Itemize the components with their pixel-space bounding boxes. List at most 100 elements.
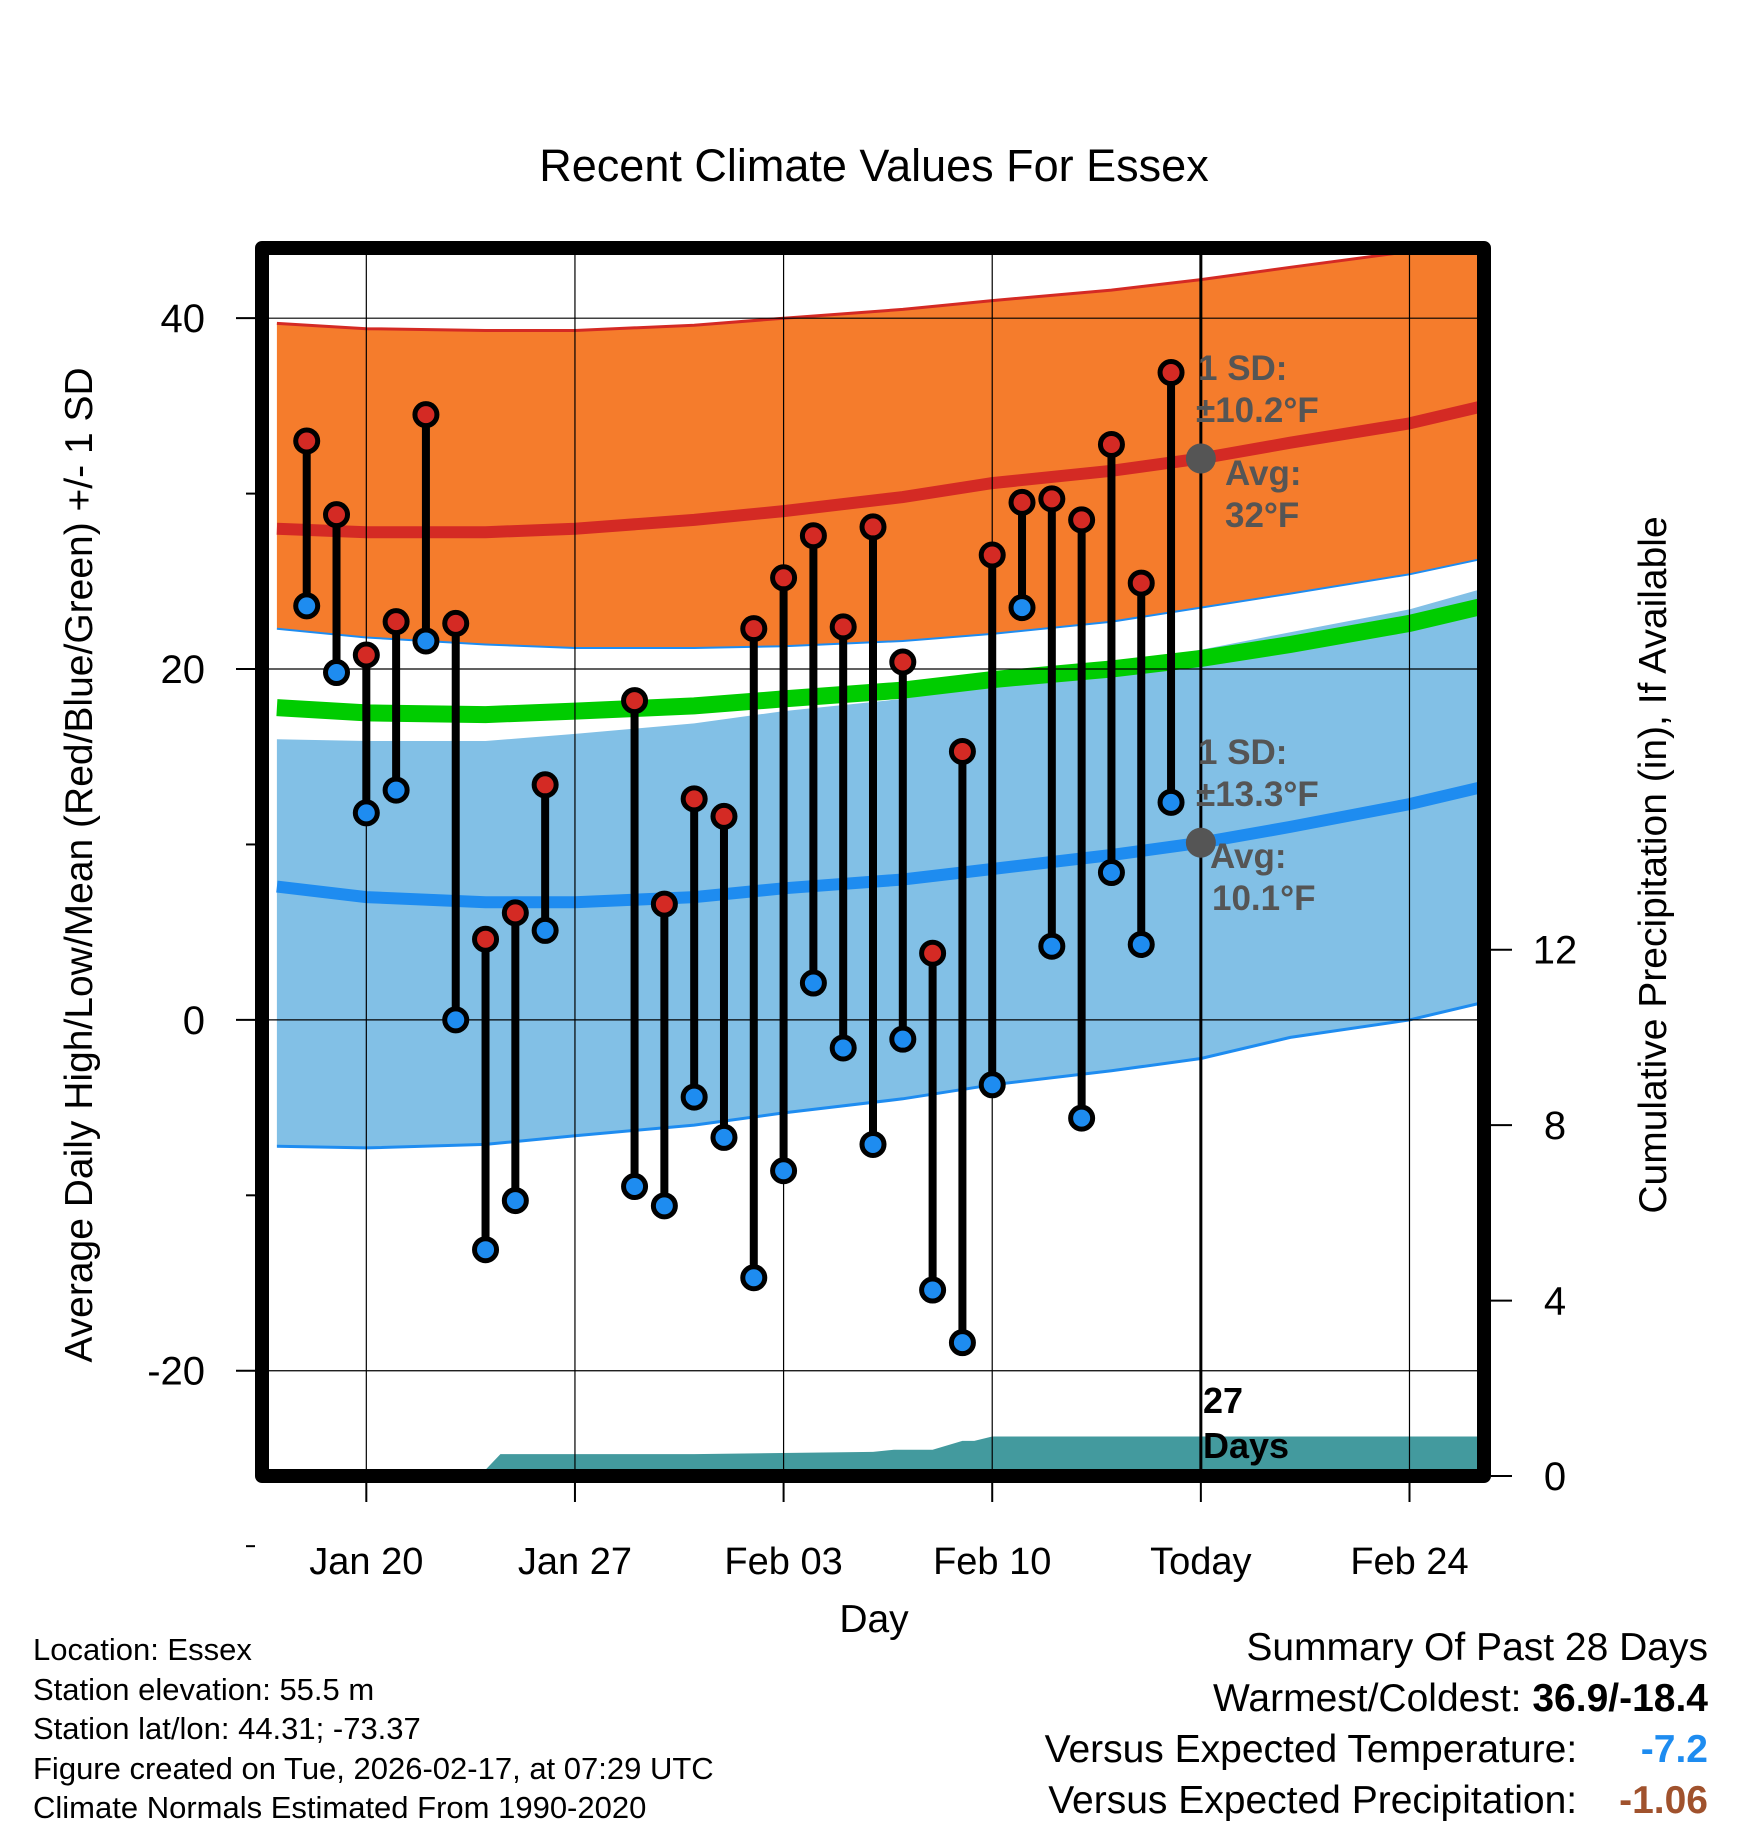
high-avg-marker: [1185, 443, 1216, 474]
observed-day: [293, 427, 321, 620]
observed-high-point: [1038, 485, 1066, 513]
observed-low-point: [710, 1123, 738, 1151]
temp-anomaly-value: -7.2: [1640, 1728, 1708, 1771]
low-sd-label: 1 SD:: [1198, 733, 1287, 772]
x-tick-label: Feb 03: [724, 1541, 842, 1583]
observed-low-point: [740, 1264, 768, 1292]
y2-tick-label: 8: [1544, 1104, 1566, 1148]
x-tick-label: Jan 27: [518, 1541, 632, 1583]
observed-values: [293, 359, 1185, 1357]
warm-cold-value: 36.9/-18.4: [1532, 1677, 1708, 1720]
observed-day: [472, 925, 500, 1264]
observed-day: [1038, 485, 1066, 960]
high-normal-line: [276, 401, 1478, 539]
observed-day: [948, 737, 976, 1357]
observed-day: [501, 899, 529, 1215]
observed-day: [740, 615, 768, 1292]
observed-high-point: [501, 899, 529, 927]
observed-high-point: [621, 687, 649, 715]
observed-day: [531, 771, 559, 944]
observed-day: [1157, 359, 1185, 816]
plot-frame: [255, 241, 1491, 1483]
observed-low-point: [919, 1276, 947, 1304]
precip-area: [485, 1436, 1478, 1470]
station-metadata: Location: Essex Station elevation: 55.5 …: [33, 1630, 714, 1828]
axes: -20 0 20 40 0 4 8 12 Jan 20 Jan 27 Feb 03 Feb 10 Tod…: [147, 297, 1577, 1583]
x-tick-label: Today: [1150, 1541, 1251, 1583]
observed-low-point: [859, 1130, 887, 1158]
y2-axis-title: Cumulative Precipitation (in), If Availa…: [1632, 516, 1675, 1213]
observed-high-point: [740, 615, 768, 643]
observed-low-point: [829, 1034, 857, 1062]
x-tick-label: Feb 10: [933, 1541, 1051, 1583]
temp-anomaly-label: Versus Expected Temperature:: [1044, 1728, 1578, 1771]
observed-day: [829, 613, 857, 1062]
observed-high-point: [1097, 430, 1125, 458]
normals-text: Climate Normals Estimated From 1990-2020: [33, 1790, 647, 1825]
summary-warm-cold: Warmest/Coldest: 36.9/-18.4: [1045, 1673, 1708, 1724]
observed-low-point: [501, 1187, 529, 1215]
y2-tick-label: 0: [1544, 1455, 1566, 1499]
observed-high-point: [710, 802, 738, 830]
precip-anomaly-value: -1.06: [1619, 1779, 1708, 1822]
observed-low-point: [472, 1236, 500, 1264]
high-sd-value: ±10.2°F: [1196, 391, 1319, 430]
observed-low-point: [1097, 859, 1125, 887]
x-tick-label: Feb 24: [1350, 1541, 1468, 1583]
observed-day: [859, 513, 887, 1158]
observed-low-point: [770, 1157, 798, 1185]
observed-high-point: [1008, 488, 1036, 516]
summary-temp: Versus Expected Temperature: -7.2: [1045, 1724, 1708, 1775]
observed-high-point: [382, 608, 410, 636]
observed-low-point: [1008, 594, 1036, 622]
low-sd-band: [276, 589, 1478, 1148]
days-count: 27: [1203, 1380, 1243, 1421]
y-tick-label: 40: [161, 297, 206, 341]
observed-day: [1127, 569, 1155, 958]
observed-low-point: [352, 799, 380, 827]
y-axis-title: Average Daily High/Low/Mean (Red/Blue/Gr…: [58, 367, 101, 1362]
warm-cold-label: Warmest/Coldest:: [1213, 1677, 1522, 1720]
annotations: 1 SD: ±10.2°F Avg: 32°F 1 SD: ±13.3°F Av…: [1185, 349, 1319, 1466]
observed-day: [770, 564, 798, 1185]
elevation-text: Station elevation: 55.5 m: [33, 1671, 375, 1707]
observed-high-point: [859, 513, 887, 541]
observed-high-point: [1068, 506, 1096, 534]
observed-day: [382, 608, 410, 804]
observed-high-point: [442, 609, 470, 637]
precip-anomaly-label: Versus Expected Precipitation:: [1048, 1779, 1578, 1822]
latlon-text: Station lat/lon: 44.31; -73.37: [33, 1711, 421, 1746]
observed-day: [412, 401, 440, 655]
observed-high-point: [978, 541, 1006, 569]
x-axis-title: Day: [839, 1598, 909, 1641]
summary-precip: Versus Expected Precipitation: -1.06: [1045, 1775, 1708, 1826]
observed-day: [799, 522, 827, 997]
observed-low-point: [1068, 1104, 1096, 1132]
high-sd-label: 1 SD:: [1198, 349, 1287, 388]
created-text: Figure created on Tue, 2026-02-17, at 07…: [33, 1750, 714, 1786]
observed-high-point: [293, 427, 321, 455]
observed-day: [680, 785, 708, 1111]
observed-low-point: [442, 1006, 470, 1034]
observed-high-point: [352, 641, 380, 669]
x-tick-label: Jan 20: [309, 1541, 423, 1583]
observed-day: [442, 609, 470, 1034]
summary-panel: Summary Of Past 28 Days Warmest/Coldest:…: [1045, 1622, 1708, 1826]
low-avg-label: Avg:: [1210, 837, 1286, 876]
observed-high-point: [829, 613, 857, 641]
observed-high-point: [472, 925, 500, 953]
y-tick-label: 0: [183, 999, 205, 1043]
high-avg-value: 32°F: [1225, 496, 1299, 535]
observed-low-point: [978, 1071, 1006, 1099]
observed-low-point: [799, 969, 827, 997]
observed-high-point: [1157, 359, 1185, 387]
observed-low-point: [1157, 788, 1185, 816]
observed-low-point: [323, 659, 351, 687]
observed-day: [323, 501, 351, 687]
y-tick-label: -20: [147, 1350, 205, 1394]
observed-day: [650, 890, 678, 1220]
observed-low-point: [531, 916, 559, 944]
observed-day: [889, 648, 917, 1053]
observed-low-point: [1038, 932, 1066, 960]
